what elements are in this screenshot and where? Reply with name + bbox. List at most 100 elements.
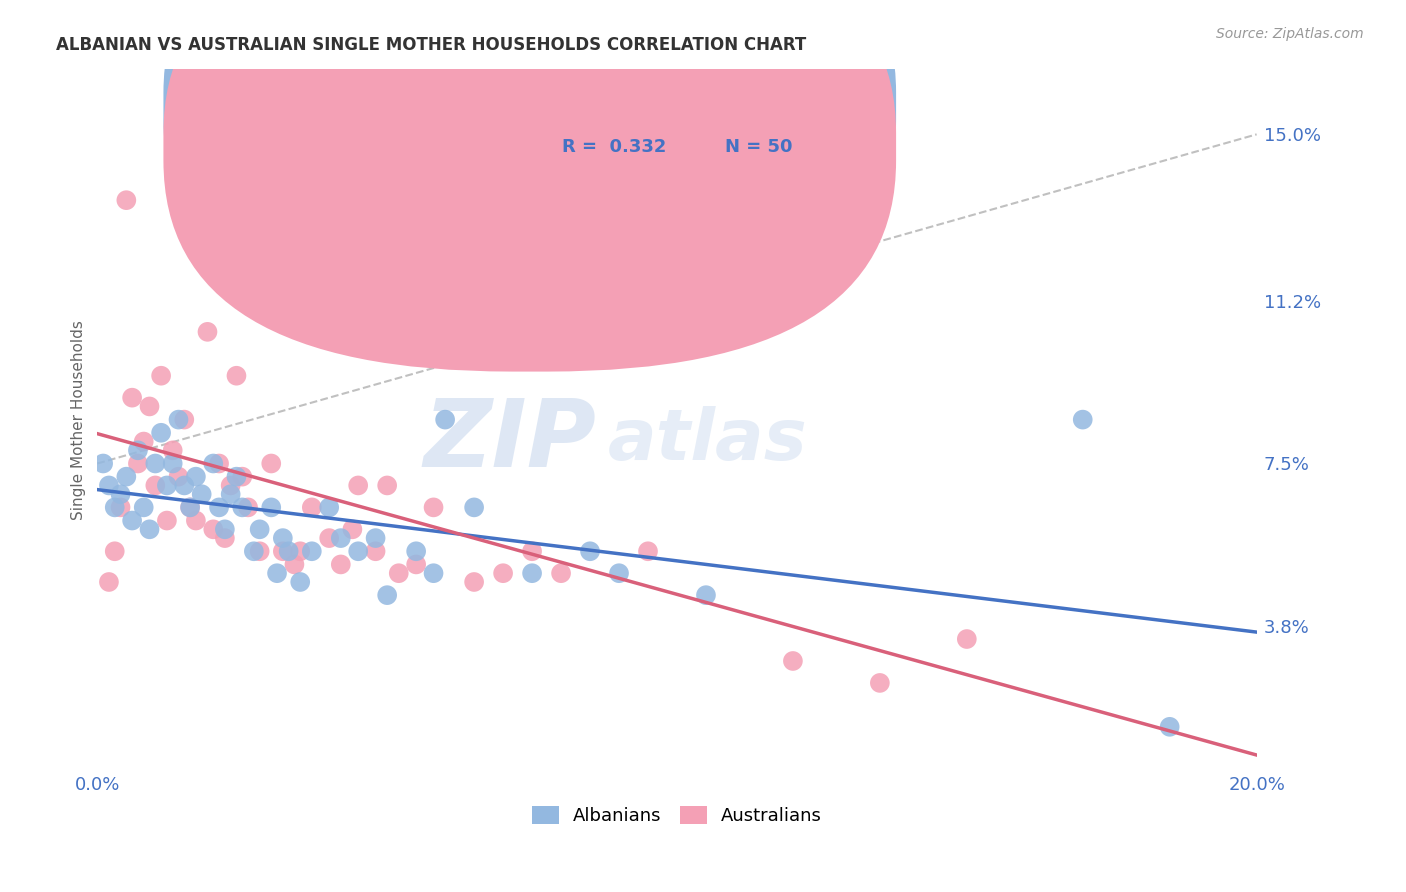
Point (266, 566, 288, 581)
Text: R =  0.332: R = 0.332 (562, 138, 666, 156)
FancyBboxPatch shape (492, 83, 851, 181)
Point (271, 544, 294, 558)
Point (197, 325, 219, 339)
Point (347, 544, 370, 558)
Point (208, 500, 231, 515)
Point (277, 544, 299, 558)
Point (143, 457, 166, 471)
Point (695, 588, 717, 602)
Point (208, 457, 231, 471)
Point (110, 500, 132, 515)
Point (121, 514, 143, 528)
Point (127, 443, 149, 458)
Point (97, 478, 120, 492)
Point (607, 566, 630, 581)
Point (290, 544, 312, 558)
Point (243, 544, 266, 558)
Point (138, 400, 160, 414)
Point (231, 500, 253, 515)
Point (422, 500, 444, 515)
Point (156, 478, 179, 492)
Point (520, 544, 543, 558)
Point (301, 544, 323, 558)
Point (422, 566, 444, 581)
Point (231, 469, 253, 483)
Point (1159, 720, 1181, 734)
Point (375, 588, 398, 602)
Point (173, 412, 195, 426)
Point (167, 412, 190, 426)
Text: ZIP: ZIP (423, 394, 596, 487)
Point (156, 514, 179, 528)
Text: N = 47: N = 47 (724, 98, 792, 116)
Point (579, 544, 602, 558)
Point (249, 544, 271, 558)
Point (219, 487, 242, 501)
FancyBboxPatch shape (163, 0, 896, 332)
Point (405, 558, 427, 572)
Point (260, 500, 283, 515)
Point (110, 487, 132, 501)
Point (301, 500, 323, 515)
Point (260, 457, 283, 471)
Point (167, 469, 190, 483)
Point (271, 531, 294, 545)
Point (214, 531, 236, 545)
Point (225, 469, 247, 483)
Text: R = -0.067: R = -0.067 (562, 98, 668, 116)
Point (115, 469, 138, 483)
Point (184, 469, 207, 483)
Point (202, 522, 225, 536)
Point (318, 500, 340, 515)
Point (388, 566, 411, 581)
Point (254, 302, 277, 317)
Point (782, 654, 804, 668)
Point (463, 574, 485, 589)
Point (550, 566, 572, 581)
Point (214, 522, 236, 536)
Point (520, 566, 543, 581)
Point (637, 544, 659, 558)
Point (249, 522, 271, 536)
Point (179, 500, 201, 515)
Point (364, 544, 387, 558)
Point (347, 478, 370, 492)
Point (104, 500, 127, 515)
Point (236, 500, 259, 515)
Point (290, 574, 312, 589)
Point (375, 478, 398, 492)
Point (342, 522, 364, 536)
Point (121, 391, 143, 405)
Point (115, 193, 138, 207)
Point (162, 457, 184, 471)
Point (132, 434, 155, 449)
Point (190, 487, 212, 501)
Point (138, 522, 160, 536)
Point (405, 544, 427, 558)
Point (91, 457, 114, 471)
Point (364, 531, 387, 545)
Point (150, 425, 173, 440)
Point (173, 478, 195, 492)
Point (143, 478, 166, 492)
Point (104, 544, 127, 558)
Point (225, 368, 247, 383)
Legend: Albanians, Australians: Albanians, Australians (531, 805, 823, 825)
Point (956, 632, 979, 646)
Text: atlas: atlas (607, 406, 807, 475)
Point (127, 457, 149, 471)
Point (179, 500, 201, 515)
Point (434, 281, 457, 295)
Point (97, 574, 120, 589)
Point (869, 676, 891, 690)
Point (329, 531, 352, 545)
Point (202, 457, 225, 471)
Point (463, 500, 485, 515)
Point (162, 443, 184, 458)
Point (329, 558, 352, 572)
Point (219, 478, 242, 492)
FancyBboxPatch shape (163, 0, 896, 372)
Point (434, 412, 457, 426)
Point (1071, 412, 1094, 426)
Point (132, 500, 155, 515)
